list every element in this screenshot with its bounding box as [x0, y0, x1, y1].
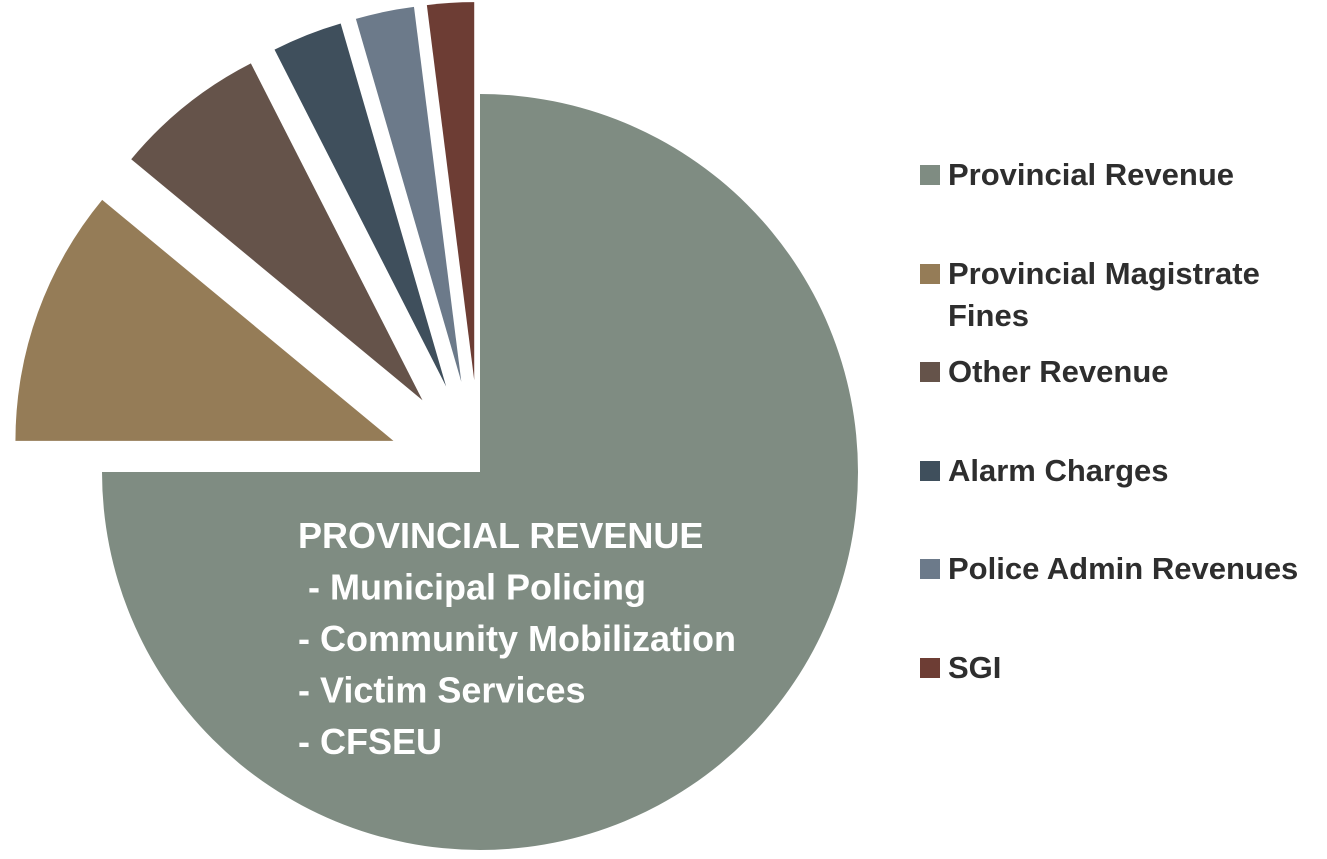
legend-label: Provincial Magistrate Fines — [948, 255, 1260, 333]
legend-swatch — [920, 263, 940, 284]
legend-label: Other Revenue — [948, 354, 1169, 390]
legend-entry: Provincial Revenue — [920, 154, 1320, 196]
legend-swatch — [920, 559, 940, 580]
legend-entry: Provincial Magistrate Fines — [920, 253, 1320, 337]
legend-swatch — [920, 658, 940, 678]
pie-slice — [131, 63, 423, 401]
legend-label: Police Admin Revenues — [948, 551, 1299, 587]
pie-slice — [102, 94, 858, 850]
legend-entry: Other Revenue — [920, 351, 1320, 393]
annotation-line: - CFSEU — [298, 721, 442, 762]
legend-entry: SGI — [920, 647, 1320, 689]
pie-slice — [274, 23, 447, 387]
legend-label: Alarm Charges — [948, 452, 1169, 488]
legend-label: Provincial Revenue — [948, 157, 1235, 192]
legend-entry: Police Admin Revenues — [920, 548, 1320, 590]
pie-slice — [426, 2, 475, 381]
pie-slice — [15, 199, 394, 441]
annotation-line: - Municipal Policing — [308, 567, 646, 608]
legend-swatch — [920, 165, 940, 185]
legend-entry: Alarm Charges — [920, 450, 1320, 492]
pie-slice — [355, 6, 462, 382]
annotation-line: PROVINCIAL REVENUE — [298, 515, 703, 556]
legend-swatch — [920, 362, 940, 383]
legend-label: SGI — [948, 650, 1002, 685]
legend-swatch — [920, 460, 940, 481]
annotation-line: - Victim Services — [298, 670, 586, 711]
annotation-line: - Community Mobilization — [298, 618, 736, 659]
